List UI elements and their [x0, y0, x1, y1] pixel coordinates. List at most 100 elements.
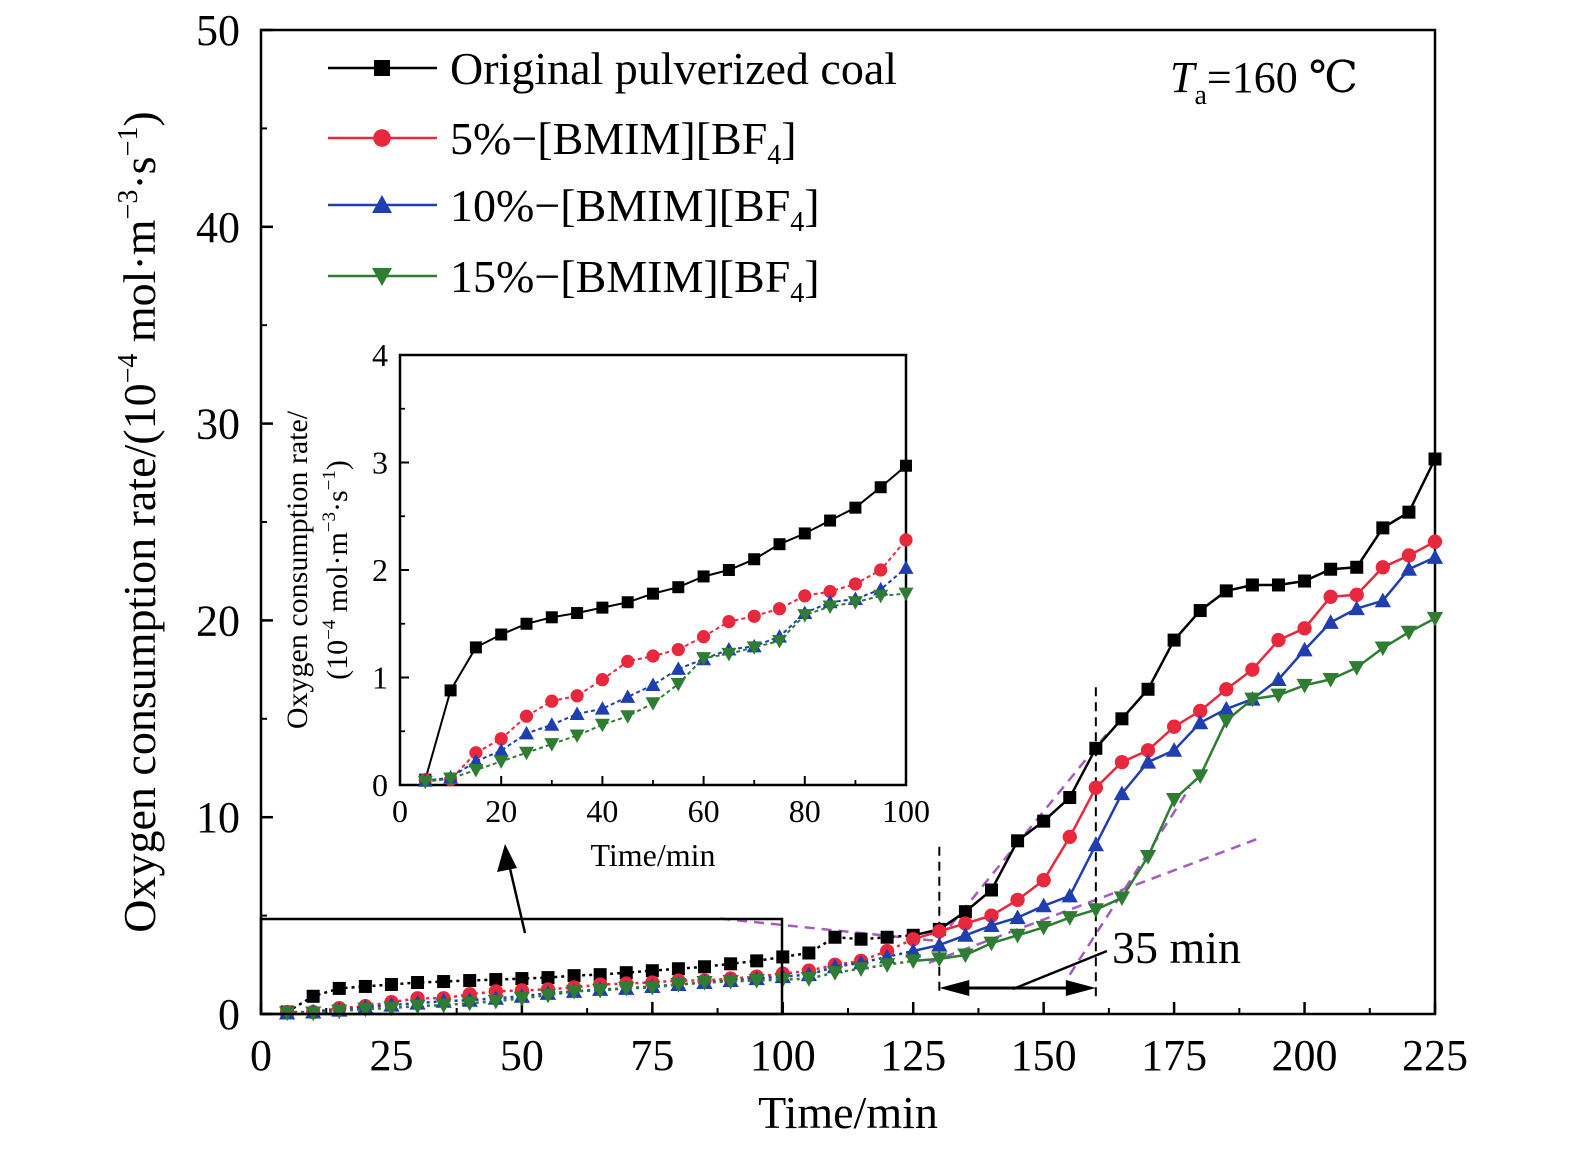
main-data-point — [1428, 452, 1442, 466]
main-x-tick-label: 75 — [630, 1031, 674, 1080]
main-data-point — [1244, 692, 1261, 708]
inset-data-point — [670, 677, 686, 692]
main-data-point — [1245, 662, 1260, 677]
main-x-tick-label: 25 — [369, 1031, 413, 1080]
inset-data-point — [670, 661, 686, 675]
inset-data-point — [520, 617, 533, 630]
main-data-point — [619, 966, 633, 980]
inset-data-point — [544, 738, 560, 752]
main-data-point — [1218, 700, 1235, 716]
main-data-point — [1348, 661, 1365, 676]
main-data-point — [1192, 714, 1209, 730]
inset-data-point — [443, 772, 459, 787]
main-data-point — [1009, 928, 1026, 944]
main-y-tick-label: 20 — [196, 596, 240, 645]
main-data-point — [1009, 909, 1026, 925]
main-data-point — [696, 976, 713, 991]
main-data-point — [565, 984, 583, 1000]
main-data-point — [1141, 682, 1155, 696]
main-data-point — [852, 962, 870, 977]
inset-data-point — [594, 701, 610, 715]
main-data-point — [384, 977, 398, 991]
inset-data-point — [645, 677, 661, 692]
inset-data-point — [798, 589, 812, 603]
main-data-point — [1348, 600, 1365, 616]
main-data-point — [437, 975, 451, 989]
legend-label: 5%−[BMIM][BF4] — [450, 113, 797, 171]
inset-data-point — [697, 570, 710, 583]
main-data-point — [383, 1001, 400, 1017]
legend-marker — [372, 195, 392, 213]
inset-y-axis-label-line2: (10−4 mol·m−3·s−1) — [319, 460, 354, 680]
inset-data-point — [620, 689, 636, 703]
inset-background — [400, 355, 906, 785]
main-data-point — [1035, 897, 1052, 913]
inset-data-point — [797, 609, 813, 623]
inset-y-tick-label: 3 — [372, 445, 388, 481]
main-data-point — [1349, 587, 1364, 602]
main-data-point — [724, 957, 738, 971]
inset-data-point — [873, 589, 889, 604]
main-series-line — [912, 458, 1437, 937]
main-data-point — [358, 979, 372, 993]
zoom-arrow-head — [497, 844, 517, 872]
inset-data-point — [469, 641, 482, 654]
inset-data-point — [772, 634, 787, 649]
main-data-point — [800, 972, 817, 987]
main-data-point — [1010, 892, 1025, 908]
main-data-point — [1087, 903, 1104, 918]
legend: Original pulverized coal 5%−[BMIM][BF4] 10… — [328, 43, 897, 309]
main-data-point — [1350, 560, 1364, 574]
main-data-point — [1376, 521, 1390, 535]
main-data-point — [957, 948, 974, 964]
main-data-point — [958, 916, 973, 931]
inset-data-point — [722, 564, 735, 576]
inset-data-point — [874, 481, 887, 494]
inset-x-tick-label: 80 — [789, 793, 821, 829]
inset-data-point — [519, 709, 534, 723]
inset-data-point — [798, 527, 811, 540]
main-data-point — [489, 973, 503, 987]
main-y-tick-label: 10 — [196, 793, 240, 842]
inset-data-point — [545, 694, 559, 708]
inset-data-point — [721, 647, 737, 662]
main-data-point — [984, 883, 998, 897]
main-data-point — [1165, 742, 1183, 757]
main-data-point — [461, 996, 478, 1012]
main-data-point — [1088, 780, 1103, 795]
inset-y-axis-label-line1: Oxygen consumption rate/ — [281, 410, 314, 729]
main-x-tick-label: 225 — [1402, 1031, 1468, 1080]
inset-data-point — [824, 514, 837, 527]
main-data-point — [1139, 753, 1157, 769]
main-data-point — [670, 977, 687, 993]
main-data-point — [1140, 743, 1156, 758]
inset-data-point — [847, 596, 863, 610]
main-data-point — [306, 989, 320, 1003]
main-data-point — [618, 981, 635, 997]
main-data-point — [984, 908, 999, 923]
main-x-axis-label: Time/min — [758, 1087, 938, 1138]
inset-data-point — [544, 717, 560, 731]
main-data-point — [748, 974, 765, 989]
main-x-tick-label: 100 — [750, 1031, 816, 1080]
inset-x-tick-label: 40 — [586, 793, 618, 829]
main-data-point — [826, 966, 844, 981]
inset-y-tick-label: 4 — [372, 337, 388, 373]
legend-marker — [374, 60, 390, 76]
main-data-point — [1061, 911, 1078, 926]
main-data-point — [409, 999, 426, 1015]
main-data-point — [905, 942, 922, 958]
main-data-point — [1245, 578, 1259, 592]
main-y-tick-label: 50 — [196, 6, 240, 55]
main-data-point — [593, 968, 607, 982]
inset-data-point — [773, 538, 786, 551]
inset-data-point — [417, 775, 433, 790]
main-data-point — [1296, 641, 1313, 657]
inset-data-point — [596, 601, 609, 614]
inset-data-point — [493, 755, 509, 769]
inset-data-point — [569, 706, 585, 721]
inset-data-point — [849, 501, 862, 514]
inset-data-point — [494, 732, 508, 746]
main-data-point — [513, 991, 531, 1007]
main-data-point — [644, 980, 661, 996]
